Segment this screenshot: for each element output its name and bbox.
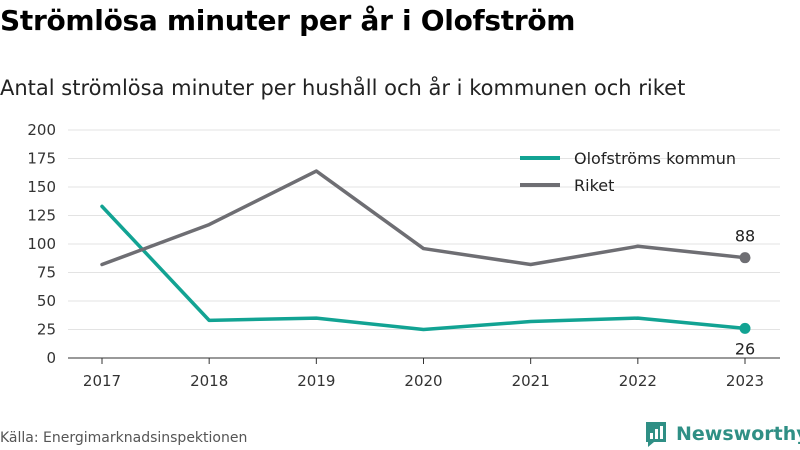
x-tick-label: 2019 bbox=[297, 372, 335, 390]
source-note: Källa: Energimarknadsinspektionen bbox=[0, 430, 248, 446]
series-end-marker bbox=[739, 252, 751, 264]
y-tick-label: 150 bbox=[27, 178, 56, 196]
y-tick-label: 175 bbox=[27, 150, 56, 168]
newsworthy-logo-icon bbox=[646, 422, 666, 447]
y-tick-label: 0 bbox=[46, 349, 56, 367]
legend: Olofströms kommun Riket bbox=[520, 149, 736, 195]
series-line-1 bbox=[100, 169, 747, 267]
x-tick-label: 2022 bbox=[619, 372, 657, 390]
series-lines: 26 88 bbox=[100, 169, 755, 358]
series-end-marker bbox=[739, 322, 751, 334]
chart-title: Strömlösa minuter per år i Olofström bbox=[0, 4, 576, 37]
x-tick-label: 2021 bbox=[512, 372, 550, 390]
series-end-label: 26 bbox=[735, 339, 755, 358]
x-tick-label: 2018 bbox=[190, 372, 228, 390]
gridlines bbox=[68, 129, 780, 359]
legend-label: Olofströms kommun bbox=[574, 149, 736, 168]
x-tick-label: 2017 bbox=[83, 372, 121, 390]
brand-logo: Newsworthy bbox=[644, 420, 800, 448]
series-line-0 bbox=[100, 204, 747, 332]
y-tick-label: 200 bbox=[27, 121, 56, 139]
y-tick-label: 75 bbox=[37, 264, 56, 282]
x-tick-label: 2023 bbox=[726, 372, 764, 390]
y-tick-label: 125 bbox=[27, 207, 56, 225]
legend-label: Riket bbox=[574, 176, 614, 195]
y-tick-label: 100 bbox=[27, 235, 56, 253]
x-tick-label: 2020 bbox=[404, 372, 442, 390]
series-end-label: 88 bbox=[735, 227, 755, 246]
brand-name: Newsworthy bbox=[676, 423, 800, 445]
chart-subtitle: Antal strömlösa minuter per hushåll och … bbox=[0, 76, 686, 100]
y-tick-label: 25 bbox=[37, 321, 56, 339]
y-tick-label: 50 bbox=[37, 292, 56, 310]
axes: 0 25 50 75 100 125 150 175 200 2017 2018 2019 2020 20… bbox=[27, 121, 780, 390]
